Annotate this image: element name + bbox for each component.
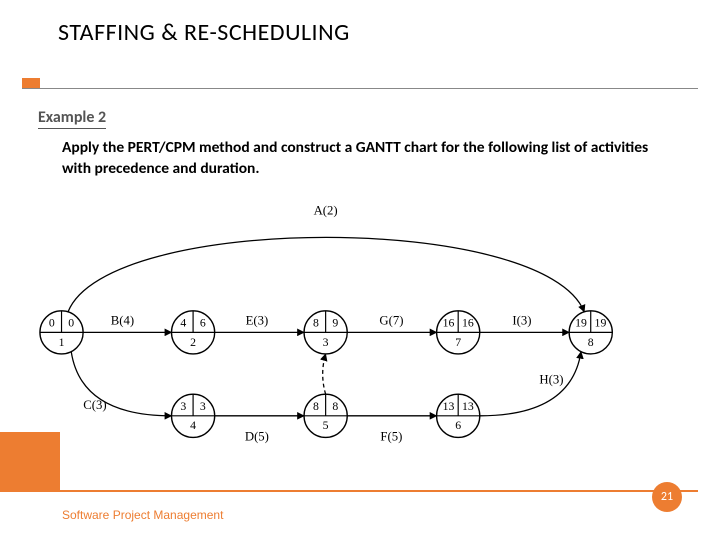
footer-text: Software Project Management xyxy=(62,508,223,522)
node-4: 3 34 xyxy=(171,394,214,437)
svg-text:0: 0 xyxy=(49,316,55,329)
svg-text:4: 4 xyxy=(190,419,196,432)
node-3: 893 xyxy=(304,311,347,354)
edge-label: A(2) xyxy=(314,204,338,218)
svg-text:8: 8 xyxy=(313,316,319,329)
svg-text:4: 4 xyxy=(180,316,186,329)
edge-1-8 xyxy=(68,237,584,311)
svg-text:0: 0 xyxy=(68,316,74,329)
node-5: 885 xyxy=(304,394,347,437)
edge-label: I(3) xyxy=(512,314,531,328)
edge-6-8 xyxy=(480,352,581,416)
title-divider xyxy=(22,88,698,89)
accent-square xyxy=(0,432,60,492)
edge-label: D(5) xyxy=(245,429,269,443)
edge-label: E(3) xyxy=(246,314,269,328)
edge-label: H(3) xyxy=(539,372,563,386)
accent-tick xyxy=(22,78,40,88)
svg-text:13: 13 xyxy=(462,400,474,413)
svg-text:3: 3 xyxy=(200,400,206,413)
svg-text:1: 1 xyxy=(59,336,65,349)
node-2: 4 62 xyxy=(171,311,214,354)
page-title: STAFFING & RE-SCHEDULING xyxy=(58,18,350,47)
body-text: Apply the PERT/CPM method and construct … xyxy=(62,138,650,180)
svg-text:19: 19 xyxy=(595,316,607,329)
svg-text:7: 7 xyxy=(455,336,461,349)
svg-text:16: 16 xyxy=(443,316,455,329)
svg-text:9: 9 xyxy=(332,316,338,329)
network-svg: 001462893334885131361616719198 A(2)B(4)C… xyxy=(0,190,720,460)
svg-text:3: 3 xyxy=(323,336,329,349)
pert-cpm-diagram: 001462893334885131361616719198 A(2)B(4)C… xyxy=(0,190,720,460)
svg-text:8: 8 xyxy=(588,336,594,349)
edge-5-3 xyxy=(323,354,326,394)
svg-text:13: 13 xyxy=(443,400,455,413)
node-8: 19 198 xyxy=(569,311,612,354)
node-7: 16 167 xyxy=(437,311,480,354)
svg-text:8: 8 xyxy=(313,400,319,413)
edge-label: F(5) xyxy=(380,429,402,443)
svg-text:8: 8 xyxy=(332,400,338,413)
page-number-badge: 21 xyxy=(652,482,682,512)
example-label: Example 2 xyxy=(38,108,106,129)
svg-text:5: 5 xyxy=(323,419,329,432)
footer-divider xyxy=(22,490,698,492)
edge-label: B(4) xyxy=(111,314,134,328)
svg-text:19: 19 xyxy=(575,316,587,329)
svg-text:2: 2 xyxy=(190,336,196,349)
node-1: 001 xyxy=(40,311,83,354)
svg-text:16: 16 xyxy=(462,316,474,329)
edge-label: G(7) xyxy=(379,314,403,328)
node-6: 13 136 xyxy=(437,394,480,437)
svg-text:3: 3 xyxy=(180,400,186,413)
svg-text:6: 6 xyxy=(455,419,461,432)
svg-text:6: 6 xyxy=(200,316,206,329)
edge-label: C(3) xyxy=(83,398,106,412)
page-number: 21 xyxy=(661,490,673,504)
